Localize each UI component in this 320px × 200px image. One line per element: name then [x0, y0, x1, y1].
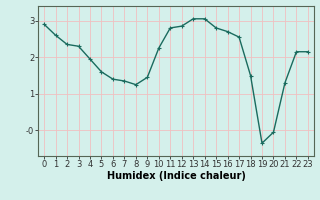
- X-axis label: Humidex (Indice chaleur): Humidex (Indice chaleur): [107, 171, 245, 181]
